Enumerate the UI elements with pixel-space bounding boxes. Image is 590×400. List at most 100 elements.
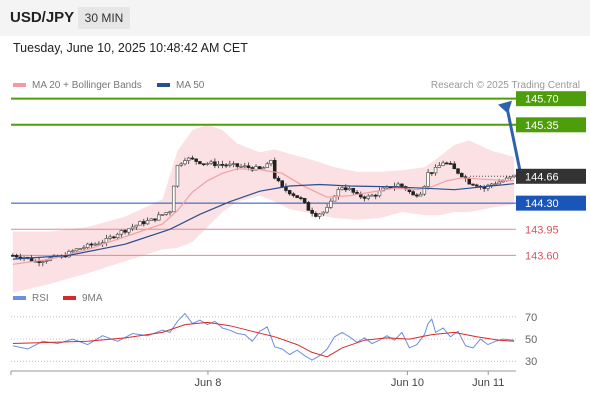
candle-body	[235, 163, 240, 167]
candle-body	[228, 163, 232, 166]
candle-body	[336, 189, 341, 197]
rsi-9ma-line	[12, 321, 515, 358]
candle-body	[164, 212, 169, 215]
level-label-support: 143.95	[525, 224, 559, 236]
candle-body	[149, 218, 154, 221]
candle-body	[224, 164, 228, 167]
candle-body	[418, 193, 423, 197]
level-label-resistance: 145.35	[525, 120, 559, 132]
projection-arrowhead	[498, 100, 512, 114]
candle-body	[175, 164, 180, 187]
candle-body	[104, 238, 109, 243]
candle-body	[246, 165, 251, 168]
candle-body	[201, 163, 206, 166]
candle-body	[452, 163, 457, 170]
candle-body	[426, 172, 430, 187]
candle-body	[239, 165, 243, 168]
candle-body	[433, 167, 438, 174]
candle-body	[448, 163, 453, 165]
candle-body	[168, 211, 172, 214]
candle-body	[261, 167, 266, 170]
candle-body	[171, 185, 176, 213]
candle-body	[265, 163, 270, 168]
candle-body	[156, 214, 161, 221]
candle-body	[272, 160, 277, 179]
candle-body	[127, 228, 131, 233]
candle-body	[142, 221, 146, 225]
candle-body	[134, 224, 139, 228]
candle-body	[291, 193, 296, 196]
level-tag-resistance	[516, 117, 586, 133]
candle-body	[190, 157, 195, 160]
candle-body	[329, 200, 333, 208]
candle-body	[179, 163, 183, 166]
candle-body	[332, 195, 337, 202]
candle-body	[347, 188, 352, 191]
chart-header: USD/JPY 30 MIN	[0, 0, 590, 36]
legend-9ma: 9MA	[63, 293, 103, 304]
time-tick-label: Jun 10	[391, 377, 424, 389]
candle-body	[89, 243, 94, 246]
level-label-resistance: 145.70	[525, 94, 559, 106]
candle-body	[310, 210, 314, 214]
legend-ma20-label: MA 20 + Bollinger Bands	[32, 80, 142, 91]
candle-body	[396, 183, 400, 187]
rsi-tick-label: 30	[525, 356, 537, 368]
candle-body	[314, 213, 318, 217]
projection-arrow	[505, 107, 523, 177]
rsi-line	[12, 312, 515, 361]
candle-body	[112, 236, 116, 239]
timeframe-badge[interactable]: 30 MIN	[78, 7, 130, 29]
candle-body	[108, 236, 112, 239]
candle-body	[123, 230, 127, 233]
candle-body	[257, 166, 262, 170]
candle-body	[186, 157, 191, 161]
candle-body	[493, 183, 498, 186]
candle-body	[198, 161, 202, 165]
candle-body	[205, 163, 210, 165]
candle-body	[351, 188, 356, 193]
candle-body	[497, 181, 501, 185]
time-tick-label: Jun 11	[472, 377, 504, 389]
candle-body	[194, 158, 198, 162]
candle-body	[366, 195, 371, 199]
level-label-current: 144.66	[525, 171, 559, 183]
candle-body	[153, 218, 157, 221]
candle-body	[373, 194, 378, 197]
candle-body	[474, 184, 479, 187]
candle-body	[325, 207, 329, 213]
candle-body	[119, 230, 124, 235]
candle-body	[471, 183, 475, 186]
candle-body	[295, 195, 299, 199]
candle-body	[216, 164, 221, 167]
legend-rsi: RSI	[13, 293, 49, 304]
candle-body	[377, 190, 382, 197]
candle-body	[82, 247, 86, 249]
candle-body	[430, 172, 434, 174]
candle-body	[459, 172, 464, 178]
candle-body	[41, 261, 45, 263]
candle-body	[400, 183, 404, 187]
candle-body	[209, 161, 213, 164]
instrument-title: USD/JPY	[10, 9, 75, 26]
candle-body	[299, 197, 303, 200]
candle-body	[340, 187, 344, 190]
candle-body	[220, 164, 225, 166]
level-tag-pivot	[516, 195, 586, 211]
candle-body	[145, 220, 150, 225]
candle-body	[370, 194, 374, 197]
research-credit: Research © 2025 Trading Central	[430, 80, 580, 91]
candle-body	[321, 211, 326, 215]
bollinger-band	[12, 124, 515, 293]
candle-body	[362, 196, 367, 199]
ma50-swatch	[157, 83, 170, 88]
legend-ma50: MA 50	[157, 80, 204, 91]
candle-body	[355, 191, 359, 194]
candle-body	[85, 243, 90, 248]
candle-body	[501, 180, 505, 183]
candle-body	[138, 221, 142, 226]
candle-body	[441, 162, 445, 166]
legend-ma20: MA 20 + Bollinger Bands	[13, 80, 142, 91]
legend-rsi-label: RSI	[32, 293, 49, 304]
